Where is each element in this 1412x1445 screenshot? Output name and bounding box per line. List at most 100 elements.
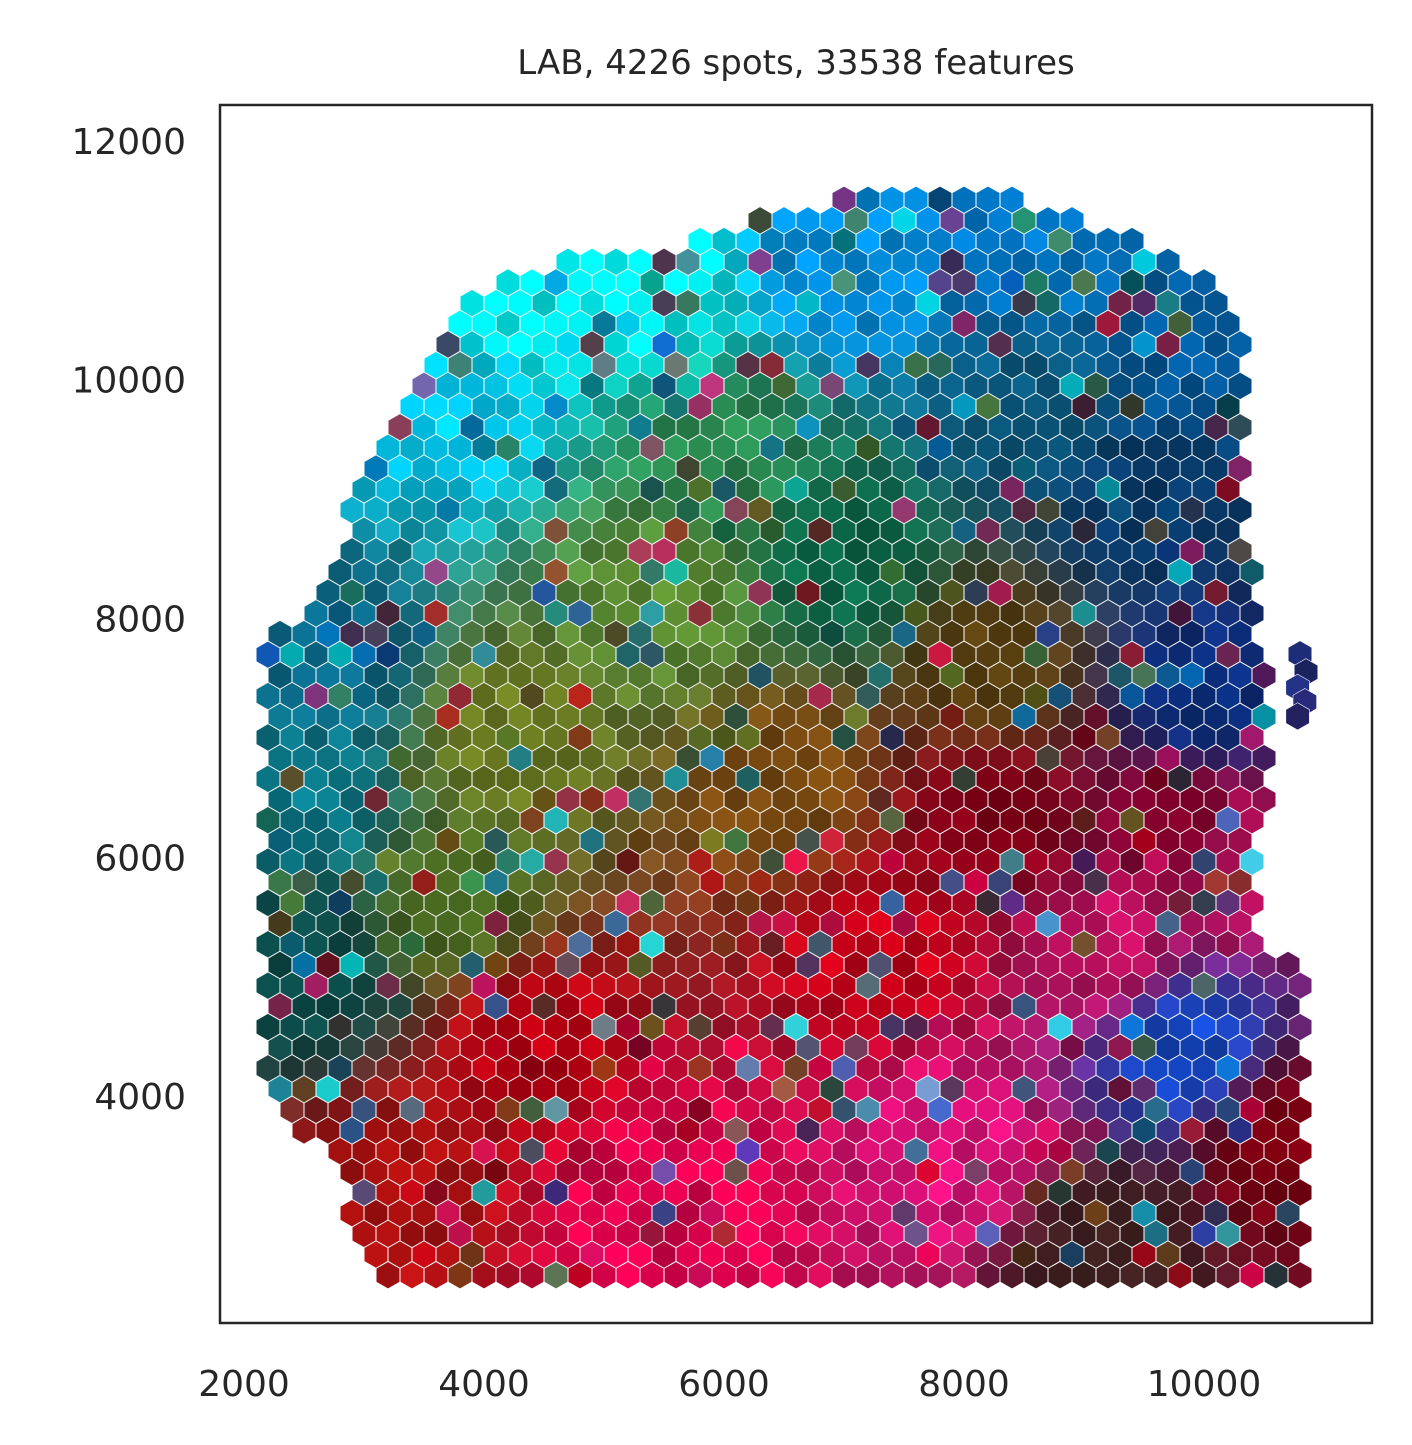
spot xyxy=(327,764,353,793)
spot xyxy=(591,433,617,462)
spot xyxy=(675,1033,701,1062)
spot xyxy=(663,392,689,421)
spot xyxy=(975,475,1001,504)
spot xyxy=(399,475,425,504)
spot xyxy=(375,723,401,752)
spot xyxy=(1107,1075,1133,1104)
spot xyxy=(579,1157,605,1186)
spot xyxy=(507,454,533,483)
spot xyxy=(447,351,473,380)
spot xyxy=(651,578,677,607)
spot xyxy=(1071,971,1097,1000)
spot xyxy=(1071,1095,1097,1124)
spot xyxy=(855,640,881,669)
spot xyxy=(339,702,365,731)
spot xyxy=(1119,392,1145,421)
spot xyxy=(807,475,833,504)
spot xyxy=(819,1033,845,1062)
spot xyxy=(987,1157,1013,1186)
spot xyxy=(267,785,293,814)
spot xyxy=(879,392,905,421)
spot xyxy=(459,1240,485,1269)
spot xyxy=(1167,723,1193,752)
spot xyxy=(747,206,773,235)
spot xyxy=(591,723,617,752)
spot xyxy=(1059,1075,1085,1104)
spot xyxy=(903,682,929,711)
spot xyxy=(1071,268,1097,297)
spot xyxy=(543,847,569,876)
spot xyxy=(1285,702,1310,731)
spot xyxy=(1095,433,1121,462)
spot xyxy=(1191,1013,1217,1041)
spot xyxy=(927,185,953,214)
spot xyxy=(927,930,953,959)
spot xyxy=(255,723,281,752)
spot xyxy=(1215,392,1241,421)
spot xyxy=(999,723,1025,752)
spot xyxy=(639,640,665,669)
spot xyxy=(543,930,569,959)
spot xyxy=(651,289,677,318)
spot xyxy=(423,475,449,504)
spot xyxy=(279,930,305,959)
spot xyxy=(627,330,653,359)
spot xyxy=(543,516,569,545)
spot xyxy=(687,847,713,876)
spot xyxy=(267,826,293,855)
spot xyxy=(1023,1054,1049,1083)
spot xyxy=(327,682,353,711)
spot xyxy=(663,847,689,876)
spot xyxy=(843,578,869,607)
spot xyxy=(1023,806,1049,835)
spot xyxy=(939,909,965,938)
spot xyxy=(291,620,317,649)
spot xyxy=(915,1157,941,1186)
spot xyxy=(1023,971,1049,1000)
spot xyxy=(975,930,1001,959)
spot xyxy=(975,1013,1001,1041)
spot xyxy=(555,247,581,276)
spot xyxy=(807,640,833,669)
spot xyxy=(279,889,305,917)
spot xyxy=(963,537,989,566)
spot xyxy=(663,1178,689,1207)
spot xyxy=(1023,723,1049,752)
spot xyxy=(807,268,833,297)
spot xyxy=(891,1116,917,1145)
spot xyxy=(495,268,521,297)
spot xyxy=(495,930,521,959)
spot xyxy=(675,454,701,483)
spot xyxy=(879,682,905,711)
spot xyxy=(1131,1157,1157,1186)
spot xyxy=(1095,475,1121,504)
spot xyxy=(591,1261,617,1290)
spot xyxy=(1119,351,1145,380)
spot xyxy=(999,433,1025,462)
spot xyxy=(1179,1157,1205,1186)
spot xyxy=(1035,413,1061,442)
spot xyxy=(471,640,497,669)
spot xyxy=(555,661,581,690)
spot xyxy=(519,1013,545,1041)
spot xyxy=(927,889,953,917)
spot xyxy=(567,309,593,338)
spot xyxy=(411,868,437,897)
spot xyxy=(915,868,941,897)
spot xyxy=(807,971,833,1000)
spot xyxy=(1023,889,1049,917)
spot xyxy=(915,330,941,359)
spot xyxy=(519,1095,545,1124)
spot xyxy=(915,1199,941,1228)
spot xyxy=(339,868,365,897)
spot xyxy=(675,537,701,566)
spot xyxy=(471,682,497,711)
spot xyxy=(327,1137,353,1166)
spot xyxy=(495,723,521,752)
spot xyxy=(795,289,821,318)
spot xyxy=(867,1157,893,1186)
spot xyxy=(471,1054,497,1083)
spot xyxy=(603,496,629,524)
spot xyxy=(939,206,965,235)
spot xyxy=(1251,992,1277,1021)
